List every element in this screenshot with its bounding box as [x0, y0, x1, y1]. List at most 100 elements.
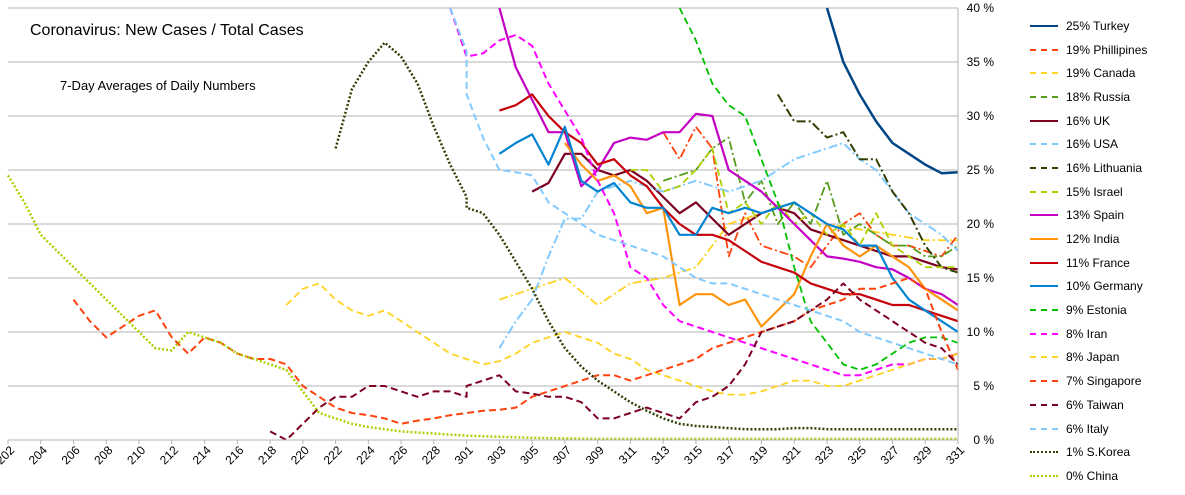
series-line [334, 41, 958, 431]
series-line [498, 7, 959, 306]
legend-item: 19% Canada [1030, 61, 1180, 85]
series-line [776, 93, 959, 274]
grid-lines [8, 7, 958, 441]
legend-label: 25% Turkey [1066, 18, 1130, 33]
series-line [269, 282, 959, 441]
legend-item: 0% China [1030, 464, 1180, 488]
x-tick-label: 317 [714, 443, 738, 467]
legend-swatch [1030, 95, 1058, 98]
legend-swatch [1030, 261, 1058, 264]
chart-legend: 25% Turkey 19% Phillipines 19% Canada 18% R… [1030, 14, 1180, 488]
series-line [449, 7, 959, 366]
x-tick-label: 220 [288, 443, 312, 467]
x-tick-label: 315 [681, 443, 705, 467]
x-tick-label: 216 [222, 443, 246, 467]
series-line [6, 174, 958, 441]
legend-item: 6% Italy [1030, 417, 1180, 441]
legend-swatch [1030, 474, 1058, 477]
legend-item: 7% Singapore [1030, 369, 1180, 393]
legend-item: 16% USA [1030, 132, 1180, 156]
series-line [662, 125, 959, 269]
y-tick-label: 5 % [973, 379, 994, 393]
series-line [564, 142, 959, 328]
x-tick-label: 226 [386, 443, 410, 467]
legend-item: 11% France [1030, 251, 1180, 275]
y-tick-label: 0 % [973, 433, 994, 447]
x-tick-label: 311 [616, 443, 640, 467]
x-tick-label: 325 [845, 443, 869, 467]
legend-swatch [1030, 119, 1058, 122]
y-tick-label: 30 % [967, 109, 995, 123]
legend-swatch [1030, 214, 1058, 217]
legend-label: 12% India [1066, 232, 1120, 247]
series-line [449, 7, 959, 377]
legend-item: 15% Israel [1030, 180, 1180, 204]
x-tick-label: 218 [255, 443, 279, 467]
legend-item: 10% Germany [1030, 275, 1180, 299]
legend-item: 12% India [1030, 227, 1180, 251]
legend-label: 16% Lithuania [1066, 160, 1143, 175]
series-line [285, 282, 959, 396]
legend-label: 6% Italy [1066, 421, 1109, 436]
x-tick-label: 208 [91, 443, 115, 467]
legend-label: 18% Russia [1066, 89, 1131, 104]
legend-swatch [1030, 24, 1058, 27]
x-tick-label: 224 [353, 443, 377, 467]
legend-label: 7% Singapore [1066, 374, 1142, 389]
x-tick-label: 212 [157, 443, 181, 467]
legend-item: 16% UK [1030, 109, 1180, 133]
series-lines [6, 7, 959, 441]
legend-item: 19% Phillipines [1030, 38, 1180, 62]
legend-swatch [1030, 166, 1058, 169]
legend-label: 16% UK [1066, 113, 1111, 128]
x-tick-label: 228 [419, 443, 443, 467]
chart-title: Coronavirus: New Cases / Total Cases [30, 22, 304, 39]
x-tick-label: 222 [321, 443, 345, 467]
legend-swatch [1030, 356, 1058, 359]
legend-label: 8% Japan [1066, 350, 1120, 365]
x-tick-label: 323 [812, 443, 836, 467]
legend-swatch [1030, 403, 1058, 406]
legend-item: 9% Estonia [1030, 298, 1180, 322]
x-tick-label: 303 [485, 443, 509, 467]
x-tick-label: 204 [26, 443, 50, 467]
series-line [678, 7, 959, 371]
legend-swatch [1030, 285, 1058, 288]
legend-swatch [1030, 427, 1058, 430]
legend-label: 11% France [1066, 255, 1130, 270]
x-tick-label: 301 [452, 443, 476, 467]
legend-item: 6% Taiwan [1030, 393, 1180, 417]
y-tick-label: 40 % [967, 1, 995, 15]
legend-label: 9% Estonia [1066, 303, 1127, 318]
series-line [498, 125, 959, 333]
legend-label: 15% Israel [1066, 184, 1123, 199]
legend-swatch [1030, 143, 1058, 146]
axes [7, 8, 959, 444]
x-tick-label: 319 [747, 443, 771, 467]
legend-item: 1% S.Korea [1030, 440, 1180, 464]
y-tick-label: 20 % [967, 217, 995, 231]
legend-label: 6% Taiwan [1066, 397, 1124, 412]
chart-subtitle: 7-Day Averages of Daily Numbers [60, 78, 256, 93]
x-tick-label: 313 [648, 443, 672, 467]
legend-swatch [1030, 72, 1058, 75]
series-line [630, 147, 958, 269]
series-line [499, 93, 959, 323]
legend-swatch [1030, 451, 1058, 454]
x-tick-label: 305 [517, 443, 541, 467]
legend-label: 16% USA [1066, 137, 1119, 152]
x-tick-label: 329 [910, 443, 934, 467]
legend-label: 1% S.Korea [1066, 445, 1131, 460]
series-line [499, 201, 958, 306]
x-tick-label: 327 [878, 443, 902, 467]
legend-label: 0% China [1066, 468, 1119, 483]
x-tick-label: 321 [779, 443, 803, 467]
x-tick-label: 210 [124, 443, 148, 467]
legend-swatch [1030, 332, 1058, 335]
series-line [825, 7, 959, 175]
x-tick-label: 206 [59, 443, 83, 467]
y-tick-label: 10 % [967, 325, 995, 339]
x-tick-labels: 202 204 206 208 210 212 214 216 218 220 222 224 226 2… [0, 443, 967, 467]
legend-swatch [1030, 190, 1058, 193]
legend-item: 18% Russia [1030, 85, 1180, 109]
